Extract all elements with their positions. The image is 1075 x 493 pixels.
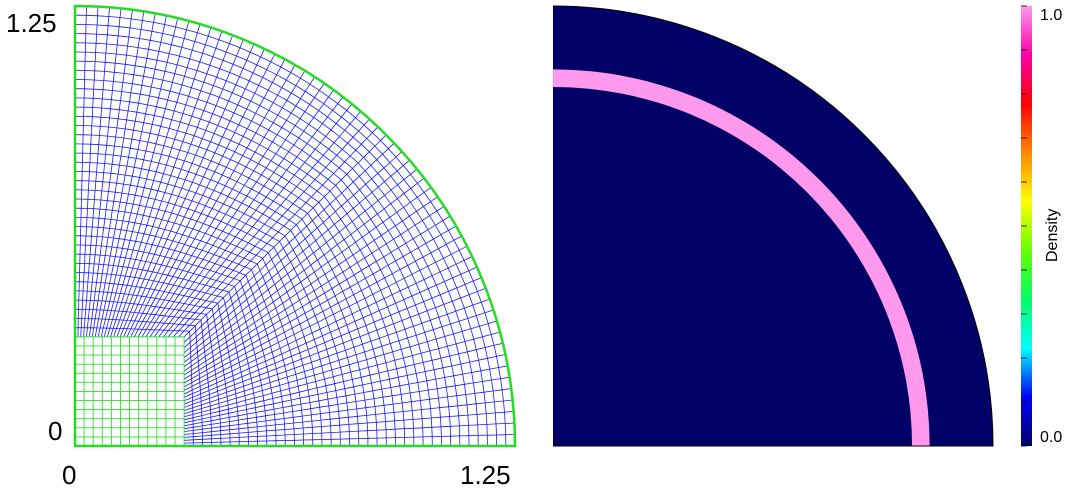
mesh-ray [183, 134, 387, 338]
mesh-ray [119, 39, 244, 338]
mesh-ray [183, 206, 445, 376]
mesh-ray [183, 277, 482, 402]
mesh-ray [110, 27, 212, 338]
mesh-ray [183, 187, 432, 368]
mesh-ray [184, 376, 510, 430]
mesh-ray [123, 43, 255, 338]
mesh-ray [173, 118, 370, 338]
mesh-ray [183, 331, 501, 418]
mesh-ray [184, 365, 508, 427]
mesh-ray [80, 6, 99, 337]
mesh-ray [116, 35, 234, 338]
colorbar-min-label: 0.0 [1040, 429, 1063, 446]
mesh-ray [184, 388, 512, 432]
colorbar-title: Density [1044, 208, 1061, 262]
mesh-ray [183, 159, 410, 354]
mesh-ray [183, 196, 438, 372]
mesh-ray [86, 8, 122, 337]
mesh-ray [153, 89, 334, 338]
mesh-ray [89, 9, 133, 337]
mesh-ray [113, 31, 223, 338]
colorbar-ticks [1021, 5, 1027, 447]
density-background [553, 6, 993, 446]
mesh-ray [183, 142, 395, 343]
mesh-ray [133, 59, 286, 338]
mesh-ray [163, 103, 353, 338]
mesh-ray [149, 83, 325, 338]
mesh-ray [183, 225, 457, 384]
mesh-ray [184, 342, 503, 421]
mesh-ray [183, 151, 403, 348]
mesh-ray [184, 411, 514, 438]
mesh-ray [126, 48, 265, 338]
mesh-ray [141, 70, 306, 338]
colorbar-max-label: 1.0 [1040, 7, 1063, 24]
mesh-ray [183, 320, 498, 415]
mesh-ray [100, 18, 179, 337]
mesh-ray [97, 15, 167, 337]
mesh-ray [158, 96, 344, 338]
mesh-ray [184, 422, 515, 441]
mesh-ray [145, 76, 315, 338]
x-tick-max: 1.25 [460, 460, 511, 490]
mesh-boundary [73, 4, 517, 448]
mesh-ray [183, 309, 494, 411]
mesh-ray [183, 266, 478, 398]
mesh-ray [77, 6, 87, 337]
mesh-ray [178, 126, 379, 338]
mesh-ray [137, 64, 296, 338]
mesh-ray [183, 287, 486, 405]
mesh-ray [183, 235, 462, 388]
mesh-ray [130, 53, 276, 338]
mesh-ray [183, 215, 451, 380]
mesh-ray [167, 111, 362, 338]
y-tick-min: 0 [48, 416, 63, 446]
density-outline [552, 5, 994, 447]
mesh-ray [183, 245, 468, 391]
mesh-ray [106, 23, 201, 338]
mesh-ray [184, 354, 506, 424]
mesh-ray [94, 13, 156, 337]
y-tick-max: 1.25 [6, 8, 57, 38]
mesh-ray [83, 7, 110, 337]
mesh-ray [184, 399, 513, 435]
mesh-ray [183, 256, 473, 395]
mesh-ray [91, 11, 145, 337]
mesh-ray [183, 168, 418, 358]
mesh-grid [74, 5, 516, 447]
mesh-ray [183, 177, 425, 363]
mesh-ray [103, 20, 190, 338]
x-tick-min: 0 [62, 460, 77, 490]
mesh-ray [183, 298, 490, 408]
mesh-ray [184, 434, 515, 444]
